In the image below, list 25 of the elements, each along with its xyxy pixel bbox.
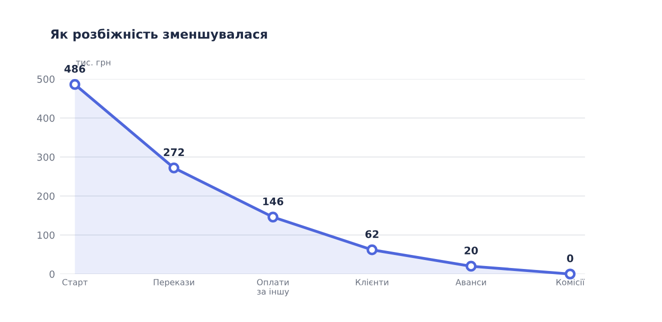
x-tick-label: Аванси [456, 279, 486, 286]
point [466, 260, 476, 272]
data-label: 486 [64, 64, 86, 73]
data-label: 0 [567, 254, 574, 262]
point [168, 162, 180, 174]
y-tick-label: 100 [38, 231, 54, 239]
data-label: 62 [365, 230, 378, 238]
x-tick-label: Перекази [154, 279, 194, 287]
data-label: 20 [464, 246, 478, 254]
data-label: 146 [263, 197, 284, 206]
x-tick-label: Оплати за іншу [257, 279, 289, 296]
point [366, 244, 378, 256]
data-label: 272 [164, 148, 184, 156]
x-tick-label: Комісії [556, 278, 585, 286]
x-tick-label: Клієнти [356, 278, 388, 286]
point [69, 79, 80, 90]
y-tick-label: 500 [37, 75, 54, 83]
chart-title: Як розбіжність зменшувалася [50, 28, 267, 42]
y-tick-label: 0 [50, 270, 54, 278]
y-tick-label: 300 [37, 153, 54, 161]
point [268, 212, 278, 222]
y-tick-label: 400 [37, 114, 54, 122]
point [564, 268, 576, 280]
y-tick-label: 200 [37, 192, 54, 200]
x-tick-label: Старт [62, 279, 88, 287]
